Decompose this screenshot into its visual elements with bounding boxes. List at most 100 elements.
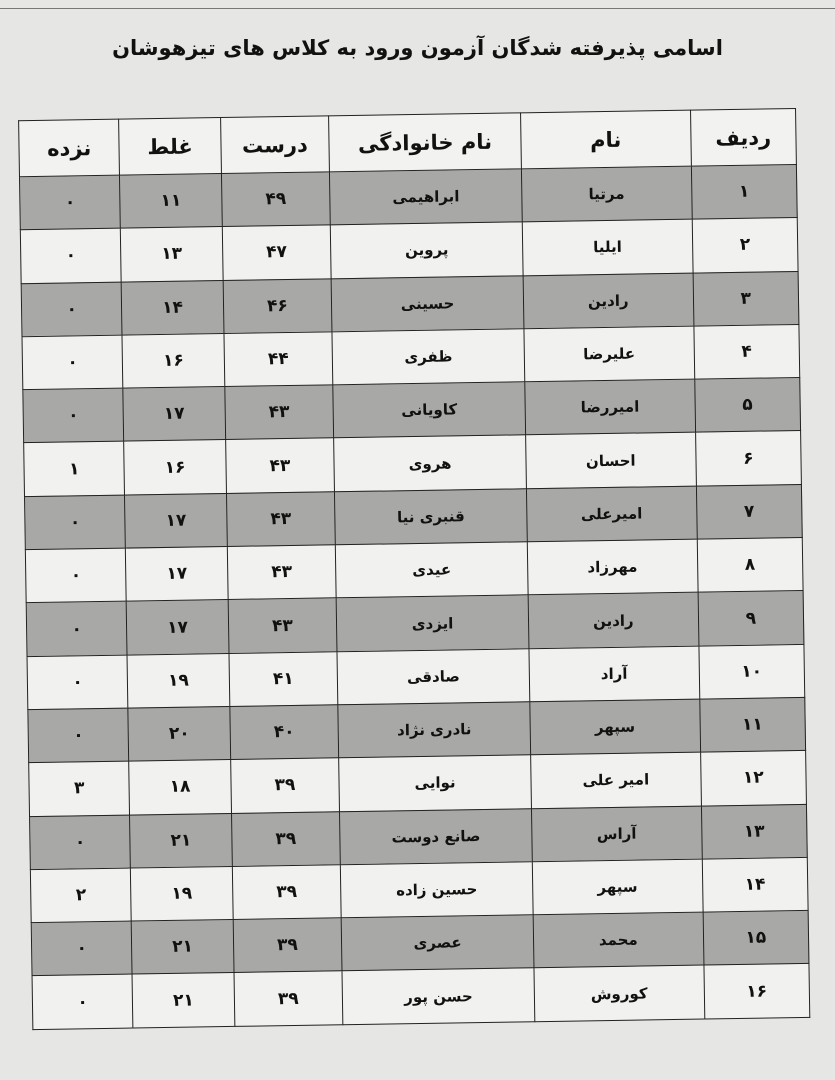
- cell-unanswered: ۰: [21, 335, 124, 390]
- cell-correct: ۳۹: [233, 971, 343, 1027]
- cell-first-name: سپهر: [532, 858, 703, 915]
- cell-correct: ۴۳: [226, 491, 336, 547]
- cell-correct: ۴۰: [229, 704, 339, 760]
- cell-row-number: ۸: [696, 537, 804, 593]
- table-row: ۱۶ کوروش حسن پور ۳۹ ۲۱ ۰: [32, 963, 810, 1030]
- admitted-students-table: ردیف نام نام خانوادگی درست غلط نزده ۱ مرت…: [18, 108, 810, 1030]
- header-first-name: نام: [520, 110, 692, 169]
- cell-correct: ۴۱: [228, 651, 338, 707]
- header-unanswered: نزده: [18, 119, 120, 177]
- cell-first-name: رادین: [528, 592, 699, 649]
- cell-last-name: ایزدی: [336, 595, 529, 652]
- cell-wrong: ۱۷: [125, 546, 228, 602]
- cell-row-number: ۵: [694, 377, 801, 433]
- cell-correct: ۴۳: [226, 544, 337, 600]
- cell-correct: ۳۹: [232, 864, 342, 920]
- header-last-name: نام خانوادگی: [328, 112, 522, 172]
- cell-row-number: ۲: [691, 217, 799, 273]
- cell-last-name: قنبری نیا: [334, 488, 528, 545]
- cell-unanswered: ۰: [25, 548, 127, 604]
- cell-wrong: ۱۷: [126, 599, 229, 655]
- cell-unanswered: ۰: [31, 921, 133, 977]
- cell-row-number: ۱۵: [702, 910, 809, 966]
- cell-wrong: ۱۹: [127, 653, 230, 709]
- cell-correct: ۴۶: [222, 278, 333, 334]
- cell-last-name: پروین: [330, 222, 524, 279]
- cell-wrong: ۱۸: [129, 759, 232, 815]
- cell-first-name: ایلیا: [522, 219, 693, 276]
- cell-unanswered: ۰: [22, 388, 125, 444]
- cell-unanswered: ۰: [27, 654, 129, 710]
- cell-correct: ۴۷: [221, 225, 332, 281]
- cell-correct: ۳۹: [231, 811, 341, 867]
- cell-last-name: ابراهیمی: [329, 168, 523, 226]
- cell-unanswered: ۱: [23, 441, 125, 497]
- cell-unanswered: ۰: [24, 494, 126, 550]
- cell-unanswered: ۰: [20, 228, 122, 284]
- cell-wrong: ۱۶: [122, 333, 225, 389]
- cell-correct: ۴۳: [224, 384, 334, 440]
- cell-wrong: ۱۹: [130, 866, 233, 922]
- cell-wrong: ۲۰: [128, 706, 231, 762]
- page-title: اسامی پذیرفته شدگان آزمون ورود به کلاس ه…: [112, 36, 723, 60]
- cell-first-name: مهرزاد: [527, 539, 698, 596]
- cell-wrong: ۲۱: [131, 919, 234, 975]
- cell-correct: ۴۳: [225, 438, 335, 494]
- cell-row-number: ۳: [692, 271, 799, 327]
- cell-last-name: عصری: [341, 914, 534, 972]
- cell-last-name: ظفری: [332, 328, 525, 385]
- cell-wrong: ۲۱: [129, 813, 233, 868]
- cell-wrong: ۲۱: [132, 972, 235, 1028]
- cell-first-name: آراد: [528, 645, 700, 702]
- cell-unanswered: ۰: [19, 175, 121, 230]
- cell-first-name: امیررضا: [524, 379, 696, 436]
- cell-wrong: ۱۳: [120, 226, 223, 282]
- cell-first-name: کوروش: [533, 965, 705, 1022]
- cell-last-name: کاویانی: [332, 381, 526, 439]
- cell-first-name: محمد: [533, 912, 704, 969]
- cell-unanswered: ۰: [29, 814, 131, 870]
- cell-row-number: ۷: [696, 484, 803, 540]
- cell-wrong: ۱۶: [124, 439, 227, 495]
- cell-first-name: امیرعلی: [526, 485, 697, 542]
- cell-row-number: ۹: [697, 590, 804, 646]
- cell-unanswered: ۰: [26, 601, 128, 657]
- cell-last-name: عیدی: [335, 541, 529, 599]
- cell-row-number: ۱۱: [699, 697, 806, 753]
- cell-correct: ۳۹: [232, 917, 343, 973]
- cell-first-name: مرتیا: [521, 166, 692, 223]
- header-correct: درست: [220, 115, 330, 174]
- cell-row-number: ۱۲: [700, 750, 807, 806]
- cell-row-number: ۴: [693, 324, 800, 380]
- header-row-number: ردیف: [690, 108, 797, 167]
- paper-edge-line: [0, 8, 835, 9]
- cell-row-number: ۱: [691, 164, 798, 220]
- cell-correct: ۳۹: [230, 758, 340, 814]
- cell-row-number: ۱۴: [701, 857, 809, 913]
- cell-first-name: امیر علی: [530, 752, 702, 809]
- cell-wrong: ۱۴: [121, 280, 224, 335]
- cell-last-name: حسن پور: [342, 968, 535, 1025]
- cell-last-name: صادقی: [337, 648, 530, 705]
- cell-unanswered: ۲: [30, 867, 132, 923]
- cell-unanswered: ۰: [21, 281, 123, 337]
- cell-first-name: آراس: [531, 805, 702, 862]
- cell-wrong: ۱۷: [123, 386, 226, 442]
- header-wrong: غلط: [118, 117, 222, 176]
- cell-row-number: ۱۶: [703, 963, 810, 1019]
- cell-unanswered: ۰: [27, 708, 130, 763]
- cell-last-name: نوایی: [338, 755, 532, 812]
- cell-row-number: ۶: [695, 430, 802, 486]
- cell-last-name: نادری نژاد: [337, 701, 531, 759]
- cell-last-name: صانع دوست: [339, 808, 533, 865]
- cell-row-number: ۱۰: [698, 644, 805, 700]
- cell-correct: ۴۹: [221, 171, 331, 227]
- cell-unanswered: ۳: [28, 761, 130, 817]
- cell-correct: ۴۴: [223, 331, 333, 387]
- cell-row-number: ۱۳: [701, 803, 808, 859]
- cell-correct: ۴۳: [227, 598, 338, 654]
- cell-last-name: هروی: [333, 435, 527, 492]
- cell-first-name: سپهر: [529, 699, 701, 756]
- cell-unanswered: ۰: [32, 974, 134, 1030]
- cell-first-name: احسان: [525, 432, 697, 489]
